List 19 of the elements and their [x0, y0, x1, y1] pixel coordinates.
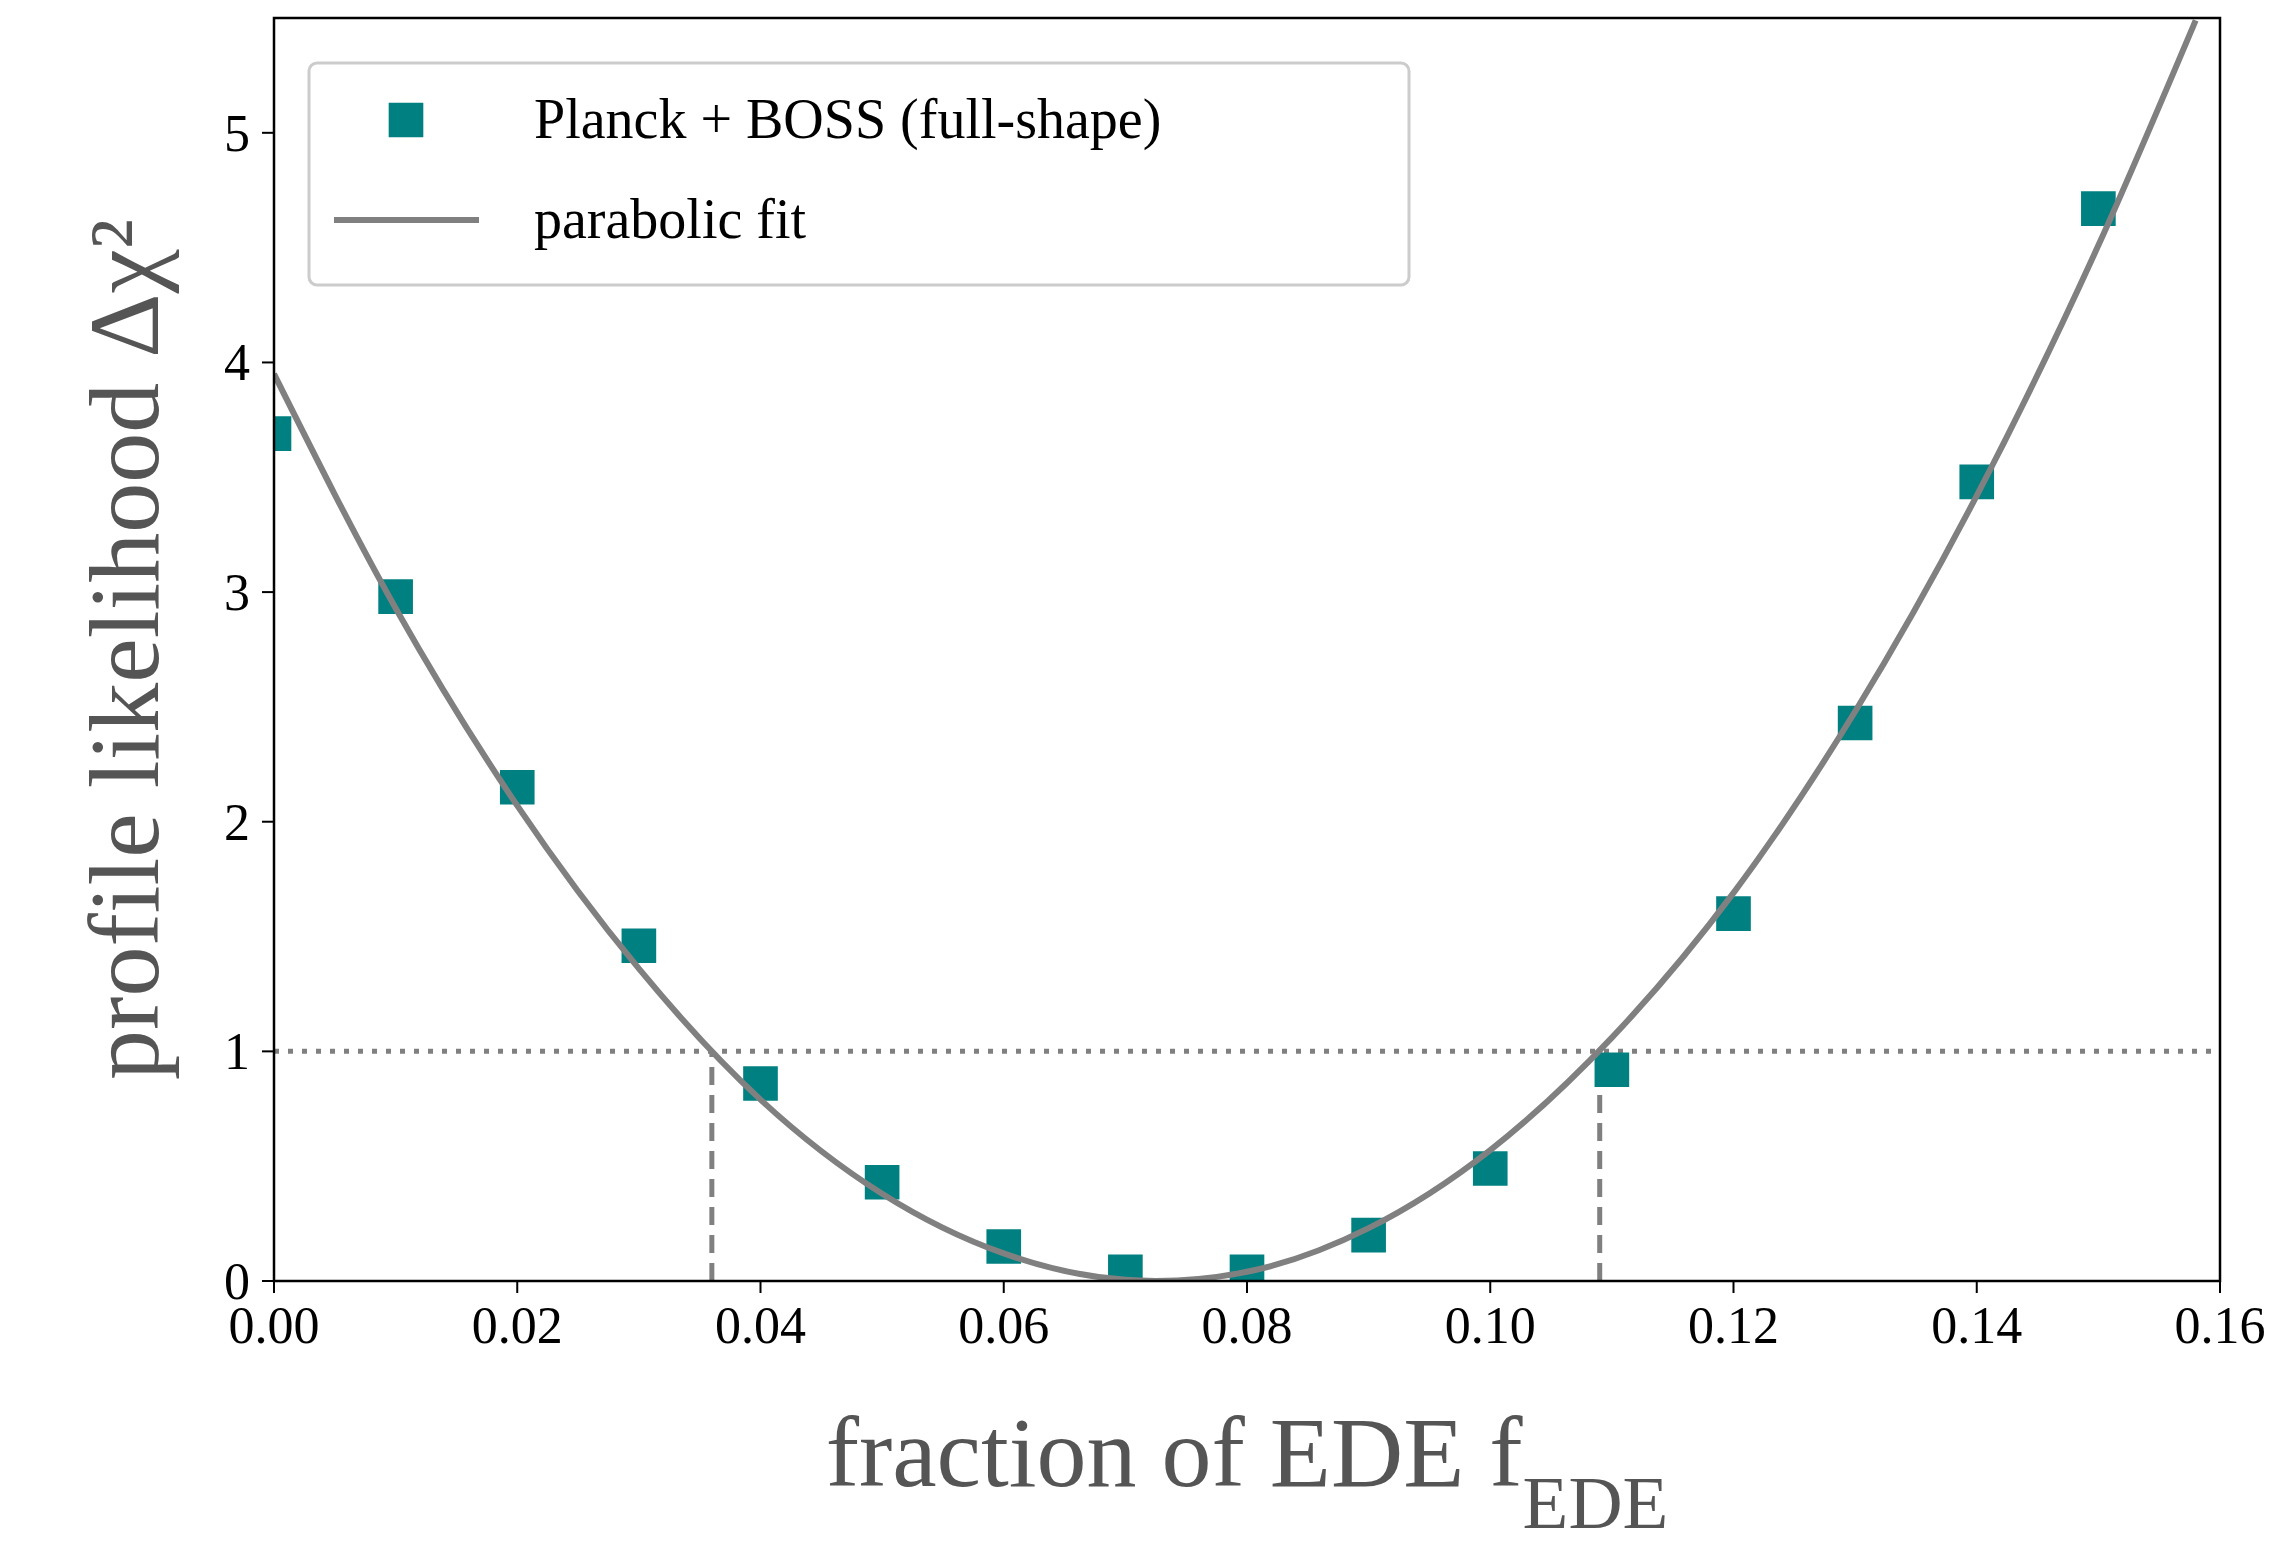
x-tick-label: 0.06 [958, 1297, 1050, 1354]
y-tick-label: 4 [224, 334, 250, 392]
x-tick-label: 0.16 [2174, 1297, 2266, 1354]
y-tick-label: 5 [224, 104, 250, 162]
y-tick-label: 1 [224, 1023, 250, 1081]
point [1472, 1151, 1508, 1186]
x-tick-label: 0.04 [715, 1297, 806, 1354]
x-tick-label: 0.12 [1688, 1297, 1779, 1354]
y-axis-title: profile likelihood Δχ² [69, 219, 180, 1080]
y-tick-label: 2 [224, 793, 250, 851]
x-tick-label: 0.08 [1201, 1297, 1293, 1354]
y-tick-label: 3 [224, 564, 250, 622]
x-tick-label: 0.14 [1931, 1297, 2023, 1354]
x-tick-label: 0.10 [1444, 1297, 1536, 1354]
legend-label: Planck + BOSS (full-shape) [534, 88, 1162, 151]
x-tick-label: 0.02 [471, 1297, 563, 1354]
x-axis-title: fraction of EDE f$_{EDE}$ [825, 1397, 1669, 1544]
point [1594, 1052, 1630, 1088]
legend-label: parabolic fit [534, 188, 807, 250]
